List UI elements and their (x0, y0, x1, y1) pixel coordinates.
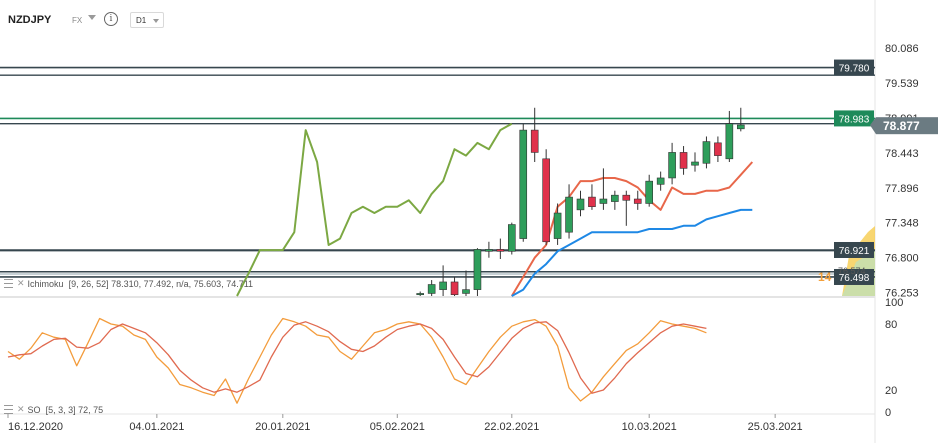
close-icon[interactable]: ✕ (17, 278, 25, 288)
candle-body (450, 281, 459, 296)
candle-body (576, 198, 585, 211)
level-price-tag: 78.983 (839, 114, 870, 125)
last-price-tag: 78.877 (883, 119, 920, 133)
candle-body (462, 289, 470, 294)
so-label: SO (27, 404, 41, 415)
extra-price-tag: 76.574 (838, 266, 866, 276)
time-tick-label: 10.03.2021 (622, 421, 677, 433)
time-tick-label: 22.02.2021 (484, 421, 539, 433)
ichimoku-legend: ✕ Ichimoku [9, 26, 52] 78.310, 77.492, n… (4, 278, 253, 289)
price-tick-label: 77.896 (885, 183, 919, 195)
so-tick-label: 0 (885, 407, 891, 419)
symbol-label[interactable]: NZDJPY (8, 14, 52, 26)
candle-body (427, 284, 436, 294)
candle-body (611, 194, 619, 202)
candle-body (416, 293, 425, 296)
price-tick-label: 79.539 (885, 78, 919, 90)
market-label: FX (72, 16, 83, 25)
so-k-line (7, 317, 707, 404)
candle-body (725, 123, 734, 160)
chevron-down-icon (153, 19, 159, 23)
last-price-tag-bg (876, 117, 938, 135)
price-axis: 80.08679.53978.99178.44377.89677.34876.8… (885, 43, 919, 419)
candle-body (714, 142, 722, 156)
ichimoku-cloud (842, 226, 875, 296)
candle-body (439, 281, 447, 290)
menu-icon[interactable] (4, 279, 13, 288)
candle-body (656, 177, 665, 185)
candle-body (496, 249, 505, 252)
candle-body (679, 152, 688, 169)
level-price-tag-bg (834, 268, 874, 285)
candle-body (565, 196, 573, 233)
level-price-tag: 79.780 (839, 64, 870, 75)
so-tick-label: 80 (885, 319, 897, 331)
candle-body (645, 180, 654, 204)
price-tick-label: 76.800 (885, 253, 919, 265)
time-tick-label: 05.02.2021 (370, 421, 425, 433)
candle-body (542, 158, 550, 243)
candle-body (691, 161, 699, 166)
ichimoku-side-label: 14 (818, 270, 832, 284)
price-tick-label: 78.443 (885, 148, 919, 160)
candle-body (519, 129, 528, 239)
candle-body (668, 152, 676, 179)
price-tick-label: 80.086 (885, 43, 919, 55)
chikou-line (236, 122, 513, 297)
candle-body (530, 129, 539, 153)
kijun-line (510, 161, 754, 297)
candle-body (485, 249, 493, 252)
last-price-tag-pointer (870, 117, 876, 135)
stochastic-oscillator (7, 317, 707, 404)
candle-body (599, 198, 608, 204)
candle-body (702, 141, 711, 164)
price-tick-label: 76.253 (885, 288, 919, 300)
menu-icon[interactable] (4, 405, 13, 414)
candle-body (736, 124, 745, 130)
candle-body (633, 198, 642, 204)
candle-body (622, 194, 631, 201)
so-tick-label: 100 (885, 297, 903, 309)
indicator-lines (236, 122, 754, 297)
close-icon[interactable]: ✕ (17, 404, 25, 414)
level-price-tag-bg (834, 110, 874, 127)
time-tick-label: 04.01.2021 (129, 421, 184, 433)
time-tick-label: 16.12.2020 (8, 421, 63, 433)
timeframe-value: D1 (136, 16, 147, 25)
so-params: [5, 3, 3] 72, 75 (45, 404, 104, 415)
level-price-tag: 76.921 (839, 246, 870, 257)
candlesticks (416, 107, 745, 296)
info-icon[interactable]: i (104, 12, 118, 26)
tenkan-line (511, 208, 753, 297)
so-tick-label: 20 (885, 385, 897, 397)
grid-lines (0, 0, 876, 443)
ichimoku-params: [9, 26, 52] 78.310, 77.492, n/a, 75.603,… (68, 278, 254, 289)
horizontal-levels[interactable] (0, 66, 875, 278)
chevron-down-icon[interactable] (88, 15, 96, 20)
time-axis: 16.12.2020 04.01.2021 20.01.2021 05.02.2021… (0, 413, 875, 433)
candle-body (553, 212, 562, 239)
level-price-tag-bg (834, 59, 874, 76)
level-price-tag-bg (834, 241, 874, 258)
candle-body (507, 224, 516, 252)
level-price-tag: 76.498 (839, 273, 870, 284)
price-tick-label: 77.348 (885, 218, 919, 230)
candle-body (588, 196, 596, 207)
time-tick-label: 20.01.2021 (255, 421, 310, 433)
candle-body (473, 249, 482, 290)
so-legend: ✕ SO [5, 3, 3] 72, 75 (4, 404, 103, 415)
time-tick-label: 25.03.2021 (748, 421, 803, 433)
timeframe-select[interactable]: D1 (130, 12, 164, 28)
so-d-line (7, 321, 707, 394)
ichimoku-label: Ichimoku (27, 278, 64, 289)
